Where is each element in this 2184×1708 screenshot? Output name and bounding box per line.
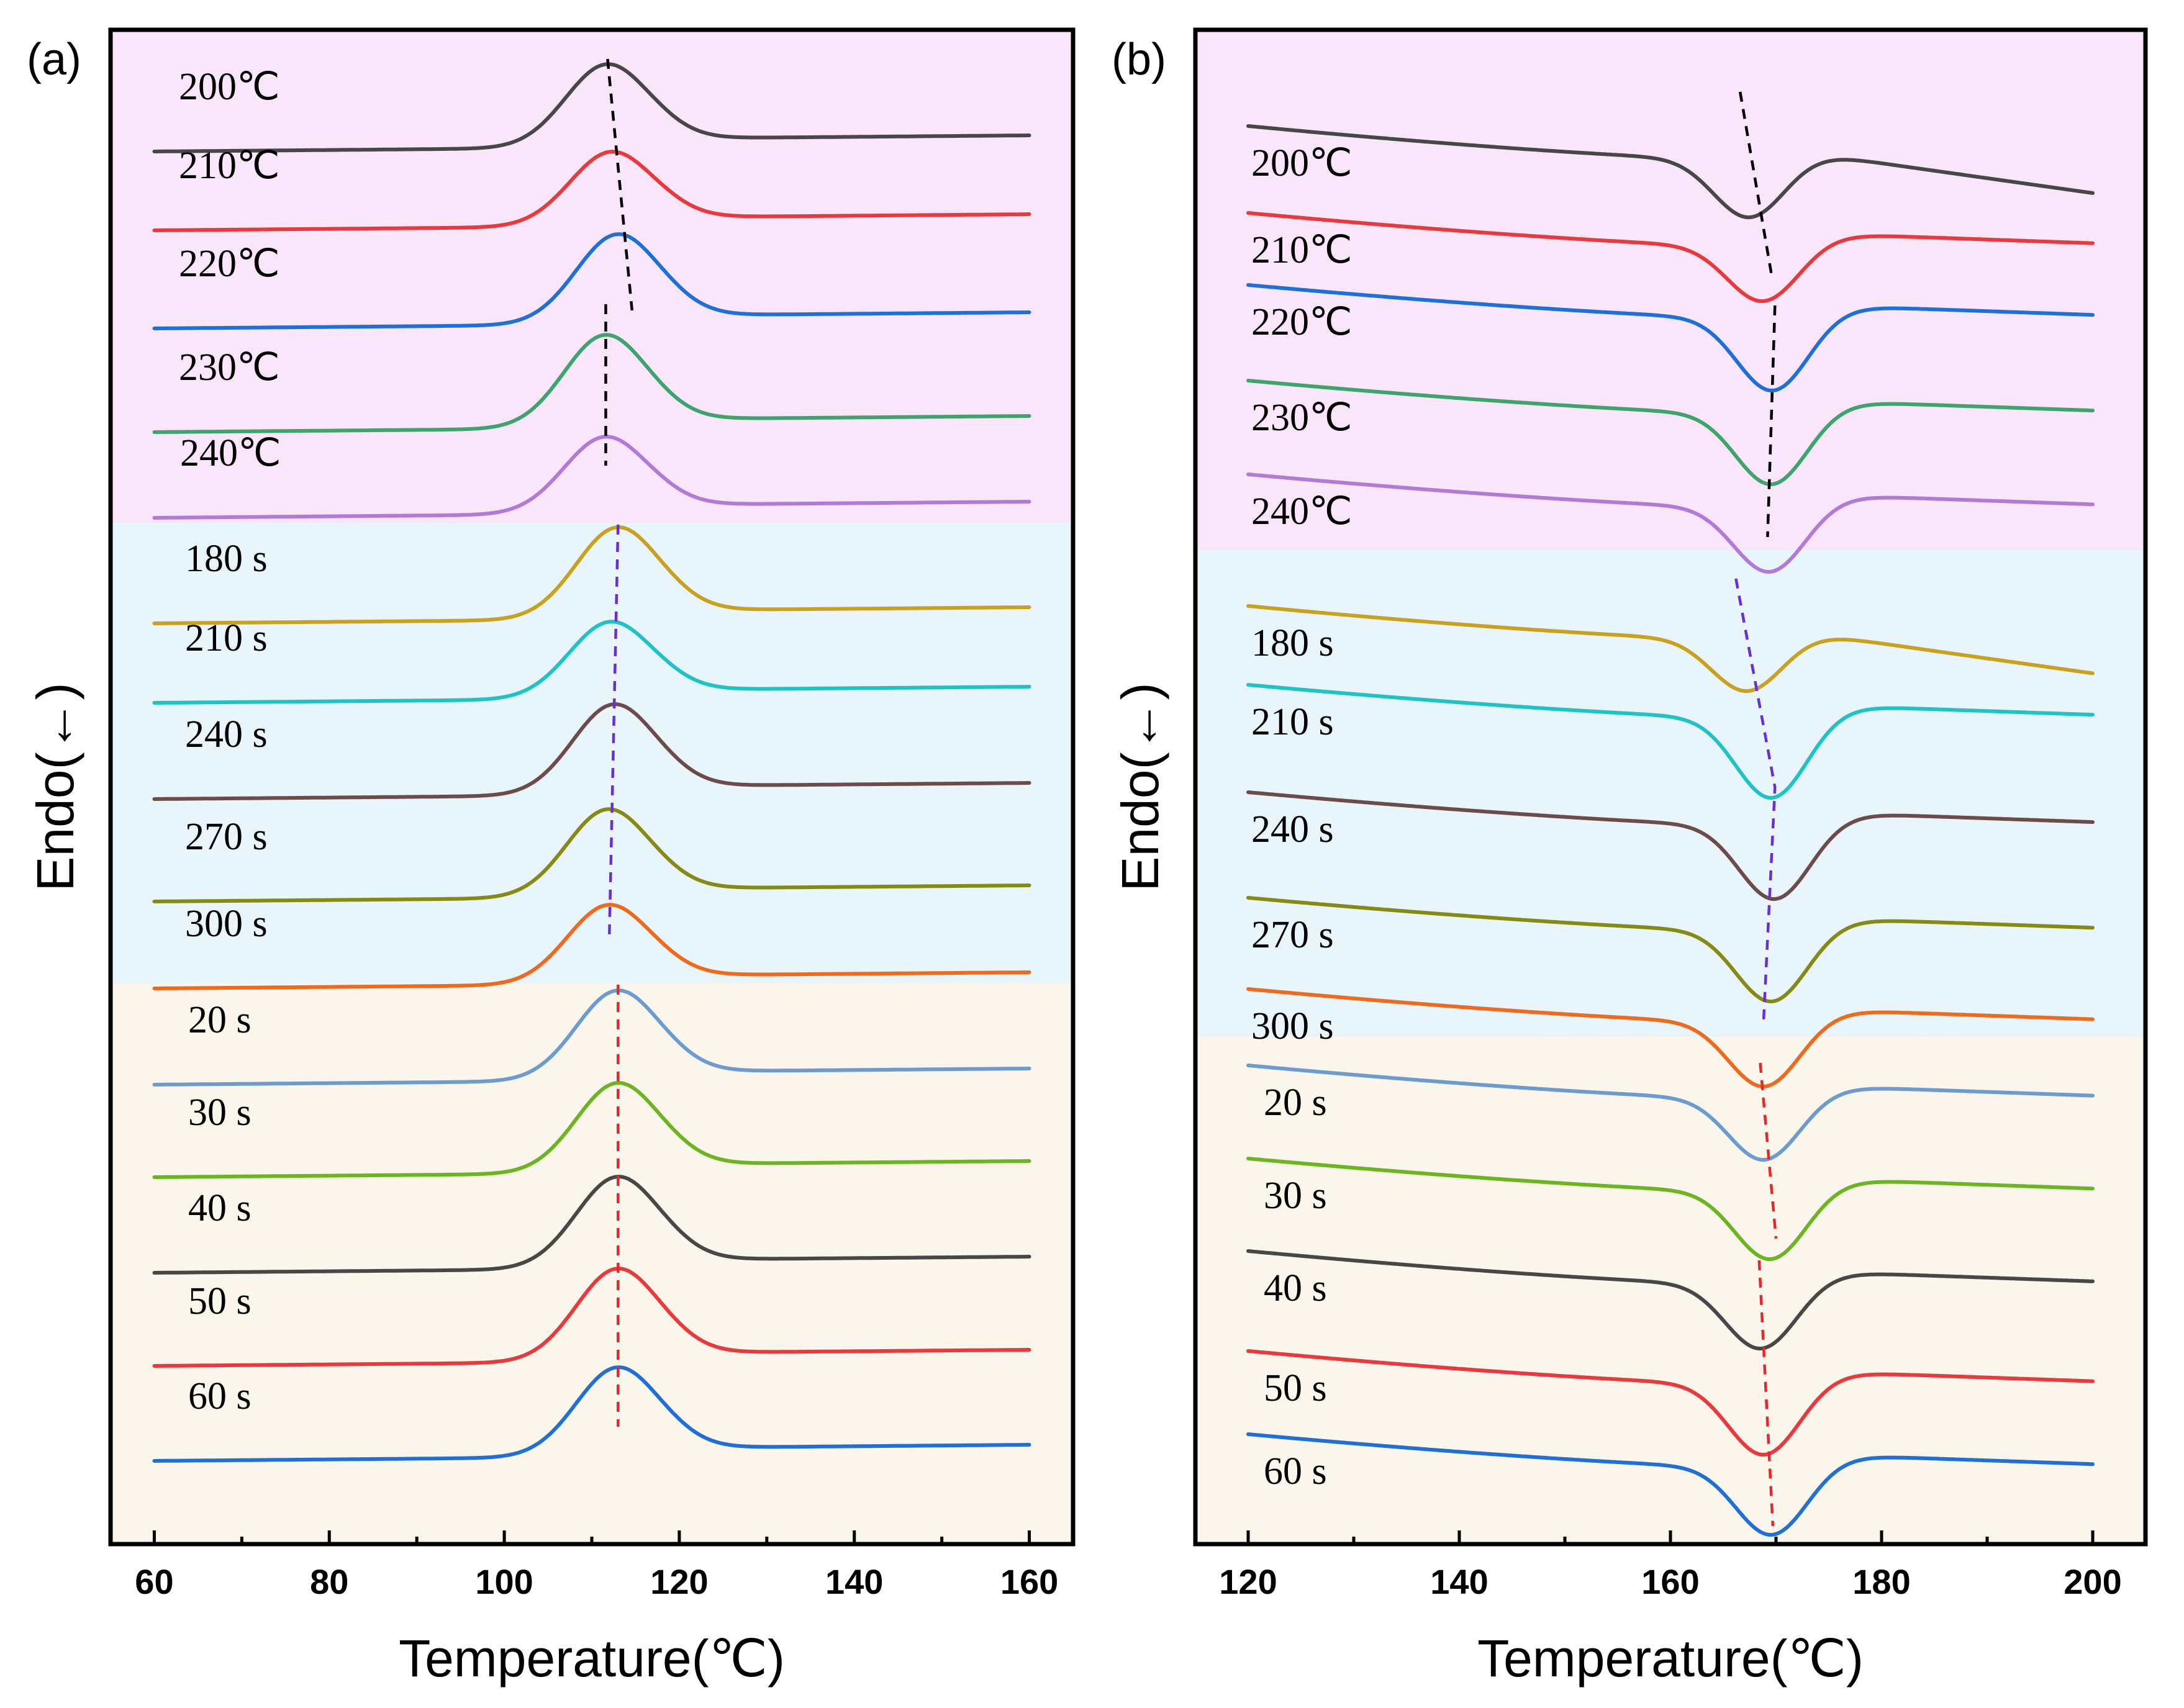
curve-220-	[1246, 283, 2095, 392]
x-axis-title: Temperature(℃)	[399, 1629, 785, 1688]
curve-180-s	[1246, 604, 2095, 694]
series-label: 180 s	[1251, 622, 1334, 664]
x-tick-label: 160	[1641, 1562, 1699, 1601]
series-label: 200℃	[179, 66, 280, 108]
series-label: 270 s	[185, 816, 268, 858]
curve-210-s	[1246, 683, 2095, 800]
series-label: 40 s	[1264, 1267, 1327, 1309]
curve-240-	[152, 435, 1031, 520]
x-tick-label: 120	[650, 1562, 708, 1601]
series-label: 300 s	[1251, 1005, 1334, 1047]
series-label: 50 s	[188, 1280, 251, 1322]
band-time-long	[111, 523, 1073, 983]
series-label: 270 s	[1251, 914, 1334, 956]
curve-230-	[152, 333, 1031, 434]
series-label: 20 s	[1264, 1082, 1327, 1124]
series-label: 20 s	[188, 999, 251, 1041]
x-tick-label: 100	[475, 1562, 533, 1601]
curve-220-	[152, 232, 1031, 330]
peak-guide	[606, 58, 634, 311]
series-label: 60 s	[1264, 1450, 1327, 1493]
band-time-long	[1195, 550, 2145, 1037]
curve-20-s	[152, 988, 1031, 1087]
curve-210-s	[152, 620, 1031, 705]
x-tick-label: 120	[1219, 1562, 1277, 1601]
curve-40-s	[152, 1175, 1031, 1275]
panel-a: 200℃ 210℃ 220℃ 230℃ 240℃ 180 s 210 s 240 s 270 s…	[26, 27, 1076, 1688]
x-tick-label: 140	[825, 1562, 883, 1601]
curve-50-s	[152, 1267, 1031, 1368]
curve-60-s	[152, 1365, 1031, 1463]
curve-240-	[1246, 472, 2095, 574]
x-tick-label: 160	[1000, 1562, 1058, 1601]
curve-200-	[152, 62, 1031, 153]
band-time-short	[1195, 1037, 2145, 1544]
y-axis-title: Endo(←)	[1111, 682, 1169, 891]
curve-50-s	[1246, 1349, 2095, 1457]
panel-b: 200℃ 210℃ 220℃ 230℃ 240℃ 180 s 210 s 240 s 270 s…	[1111, 27, 2148, 1688]
series-label: 240℃	[1251, 490, 1353, 533]
x-tick-label: 80	[310, 1562, 348, 1601]
curve-30-s	[1246, 1157, 2095, 1261]
series-label: 240 s	[185, 713, 268, 756]
curve-60-s	[1246, 1432, 2095, 1537]
series-label: 240℃	[180, 432, 281, 474]
series-label: 210℃	[179, 145, 280, 187]
x-axis-title: Temperature(℃)	[1477, 1629, 1864, 1688]
series-label: 210℃	[1251, 229, 1353, 271]
x-tick-label: 200	[2064, 1562, 2121, 1601]
curve-200-	[1246, 124, 2095, 219]
series-label: 30 s	[188, 1091, 251, 1134]
peak-guide	[1738, 91, 1774, 277]
series-label: 200℃	[1251, 142, 1353, 184]
curve-270-s	[1246, 896, 2095, 1004]
curve-300-s	[152, 903, 1031, 990]
x-tick-label: 60	[135, 1562, 173, 1601]
peak-guide	[1759, 1062, 1778, 1239]
curve-210-	[1246, 211, 2095, 304]
series-label: 220℃	[1251, 301, 1353, 343]
series-label: 220℃	[179, 243, 280, 285]
series-label: 40 s	[188, 1187, 251, 1229]
series-label: 60 s	[188, 1375, 251, 1417]
curve-40-s	[1246, 1249, 2095, 1351]
panel-label: (a)	[27, 35, 81, 84]
series-label: 230℃	[1251, 397, 1353, 439]
curve-210-	[152, 150, 1031, 232]
band-time-short	[111, 983, 1073, 1544]
series-label: 30 s	[1264, 1175, 1327, 1217]
peak-guide	[1734, 578, 1777, 1026]
curve-240-s	[152, 702, 1031, 801]
series-label: 210 s	[1251, 701, 1334, 743]
x-tick-label: 180	[1852, 1562, 1910, 1601]
y-axis-title: Endo(←)	[26, 682, 84, 891]
band-temperature	[1195, 30, 2145, 550]
series-label: 180 s	[185, 538, 268, 580]
series-label: 50 s	[1264, 1367, 1327, 1409]
x-tick-label: 140	[1430, 1562, 1488, 1601]
curve-180-s	[152, 525, 1031, 625]
peak-guide	[1757, 1260, 1775, 1527]
curve-20-s	[1246, 1064, 2095, 1162]
panel-label: (b)	[1112, 35, 1166, 84]
series-label: 240 s	[1251, 808, 1334, 851]
curve-30-s	[152, 1081, 1031, 1179]
curve-300-s	[1246, 987, 2095, 1089]
curve-270-s	[152, 807, 1031, 903]
curve-240-s	[1246, 790, 2095, 901]
series-label: 210 s	[185, 617, 268, 659]
series-label: 300 s	[185, 903, 268, 945]
curve-230-	[1246, 379, 2095, 487]
series-label: 230℃	[179, 346, 280, 389]
peak-guide	[1766, 305, 1777, 538]
